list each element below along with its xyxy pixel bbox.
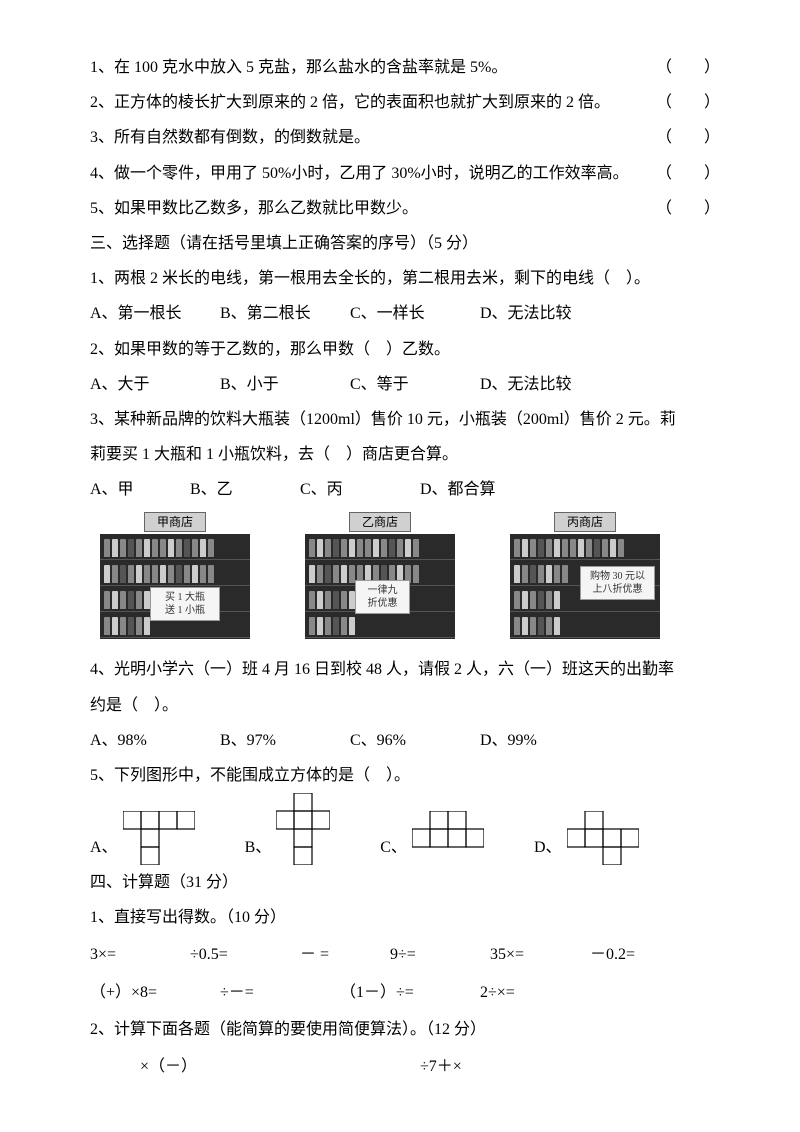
calc-r1-c2: ÷0.5= — [190, 936, 300, 974]
cube-net-a — [123, 811, 195, 865]
choice-q5-d: D、 — [534, 830, 562, 865]
store-yi-shelf: 一律九 折优惠 — [305, 534, 455, 639]
choice-q1-options: A、第一根长 B、第二根长 C、一样长 D、无法比较 — [90, 296, 720, 331]
choice-q3-c: C、丙 — [300, 472, 420, 507]
choice-q4-c: C、96% — [350, 723, 480, 758]
cube-row: A、 B、 C、 — [90, 793, 720, 865]
judge-q1-text: 1、在 100 克水中放入 5 克盐，那么盐水的含盐率就是 5%。 — [90, 50, 636, 85]
calc-r1-c5: 35×= — [490, 936, 590, 974]
calc-q1-row1: 3×= ÷0.5= － = 9÷= 35×= －0.2= — [90, 936, 720, 974]
store-yi-sign: 一律九 折优惠 — [355, 580, 410, 614]
choice-q4-d: D、99% — [480, 723, 610, 758]
calc-r1-c6: －0.2= — [590, 936, 635, 974]
cube-svg-a — [123, 811, 195, 865]
calc-q1-text: 1、直接写出得数。（10 分） — [90, 900, 720, 935]
choice-q1-c: C、一样长 — [350, 296, 480, 331]
judge-q5: 5、如果甲数比乙数多，那么乙数就比甲数少。 （ ） — [90, 191, 720, 226]
store-yi: 乙商店 一律九 折优惠 — [305, 512, 455, 642]
calc-q2-c1: ×（－） — [140, 1048, 420, 1086]
store-yi-label: 乙商店 — [349, 512, 411, 532]
store-jia-shelf: 买 1 大瓶 送 1 小瓶 — [100, 534, 250, 639]
choice-q3-options: A、甲 B、乙 C、丙 D、都合算 — [90, 472, 720, 507]
cube-opt-b: B、 — [245, 793, 381, 865]
judge-q3: 3、所有自然数都有倒数，的倒数就是。 （ ） — [90, 120, 720, 155]
calc-r1-c4: 9÷= — [390, 936, 490, 974]
calc-q2-c2: ÷7＋× — [420, 1048, 462, 1086]
store-bing: 丙商店 购物 30 元以 上八折优惠 — [510, 512, 660, 642]
judge-q3-text: 3、所有自然数都有倒数，的倒数就是。 — [90, 120, 636, 155]
cube-opt-a: A、 — [90, 811, 245, 865]
choice-q2-c: C、等于 — [350, 367, 480, 402]
cube-net-b — [276, 793, 330, 865]
judge-q2: 2、正方体的棱长扩大到原来的 2 倍，它的表面积也就扩大到原来的 2 倍。 （ … — [90, 85, 720, 120]
calc-q2-text: 2、计算下面各题（能简算的要使用简便算法）。（12 分） — [90, 1012, 720, 1047]
choice-q3-d: D、都合算 — [420, 472, 496, 507]
store-jia-label: 甲商店 — [144, 512, 206, 532]
calc-r1-c1: 3×= — [90, 936, 190, 974]
cube-opt-d: D、 — [534, 811, 689, 865]
calc-r1-c3: － = — [300, 936, 390, 974]
judge-q4-paren: （ ） — [656, 156, 720, 191]
choice-q4-options: A、98% B、97% C、96% D、99% — [90, 723, 720, 758]
choice-q3-a: A、甲 — [90, 472, 190, 507]
judge-q4-text: 4、做一个零件，甲用了 50%小时，乙用了 30%小时，说明乙的工作效率高。 — [90, 156, 636, 191]
cube-net-c — [412, 811, 484, 865]
judge-q5-text: 5、如果甲数比乙数多，那么乙数就比甲数少。 — [90, 191, 636, 226]
cube-svg-d — [567, 811, 639, 865]
choice-q3-text1: 3、某种新品牌的饮料大瓶装（1200ml）售价 10 元，小瓶装（200ml）售… — [90, 402, 720, 437]
judge-q2-text: 2、正方体的棱长扩大到原来的 2 倍，它的表面积也就扩大到原来的 2 倍。 — [90, 85, 636, 120]
calc-r2-c1: （+）×8= — [90, 974, 220, 1012]
calc-header: 四、计算题（31 分） — [90, 865, 720, 900]
judge-q5-paren: （ ） — [656, 191, 720, 226]
cube-opt-c: C、 — [380, 811, 534, 865]
choice-q5-c: C、 — [380, 830, 407, 865]
choice-q5-b: B、 — [245, 830, 272, 865]
choice-q2-d: D、无法比较 — [480, 367, 610, 402]
cube-net-d — [567, 811, 639, 865]
judge-q1-paren: （ ） — [656, 50, 720, 85]
calc-q1-row2: （+）×8= ÷－= （1－）÷= 2÷×= — [90, 974, 720, 1012]
judge-q1: 1、在 100 克水中放入 5 克盐，那么盐水的含盐率就是 5%。 （ ） — [90, 50, 720, 85]
choice-q2-options: A、大于 B、小于 C、等于 D、无法比较 — [90, 367, 720, 402]
cube-svg-b — [276, 793, 330, 865]
choice-q3-b: B、乙 — [190, 472, 300, 507]
choice-q1-d: D、无法比较 — [480, 296, 610, 331]
store-jia-sign: 买 1 大瓶 送 1 小瓶 — [150, 587, 220, 621]
calc-r2-c2: ÷－= — [220, 974, 340, 1012]
judge-q4: 4、做一个零件，甲用了 50%小时，乙用了 30%小时，说明乙的工作效率高。 （… — [90, 156, 720, 191]
cube-svg-c — [412, 811, 484, 865]
choice-q4-a: A、98% — [90, 723, 220, 758]
choice-q4-b: B、97% — [220, 723, 350, 758]
store-jia: 甲商店 买 1 大瓶 送 1 小瓶 — [100, 512, 250, 642]
choice-q5-a: A、 — [90, 830, 118, 865]
choice-q5-text: 5、下列图形中，不能围成立方体的是（ ）。 — [90, 758, 720, 793]
choice-q2-text: 2、如果甲数的等于乙数的，那么甲数（ ）乙数。 — [90, 332, 720, 367]
calc-r2-c4: 2÷×= — [480, 974, 515, 1012]
choice-header: 三、选择题（请在括号里填上正确答案的序号）（5 分） — [90, 226, 720, 261]
store-bing-sign: 购物 30 元以 上八折优惠 — [580, 566, 655, 600]
store-bing-shelf: 购物 30 元以 上八折优惠 — [510, 534, 660, 639]
calc-r2-c3: （1－）÷= — [340, 974, 480, 1012]
choice-q1-a: A、第一根长 — [90, 296, 220, 331]
judge-q3-paren: （ ） — [656, 120, 720, 155]
choice-q1-b: B、第二根长 — [220, 296, 350, 331]
choice-q2-a: A、大于 — [90, 367, 220, 402]
store-bing-label: 丙商店 — [554, 512, 616, 532]
store-row: 甲商店 买 1 大瓶 送 1 小瓶 乙商店 一律九 折优惠 丙商店 — [90, 512, 720, 642]
choice-q3-text2: 莉要买 1 大瓶和 1 小瓶饮料，去（ ）商店更合算。 — [90, 437, 720, 472]
calc-q2-row1: ×（－） ÷7＋× — [90, 1048, 720, 1086]
choice-q1-text: 1、两根 2 米长的电线，第一根用去全长的，第二根用去米，剩下的电线（ ）。 — [90, 261, 720, 296]
judge-q2-paren: （ ） — [656, 85, 720, 120]
choice-q4-text2: 约是（ ）。 — [90, 688, 720, 723]
choice-q4-text1: 4、光明小学六（一）班 4 月 16 日到校 48 人，请假 2 人，六（一）班… — [90, 652, 720, 687]
choice-q2-b: B、小于 — [220, 367, 350, 402]
